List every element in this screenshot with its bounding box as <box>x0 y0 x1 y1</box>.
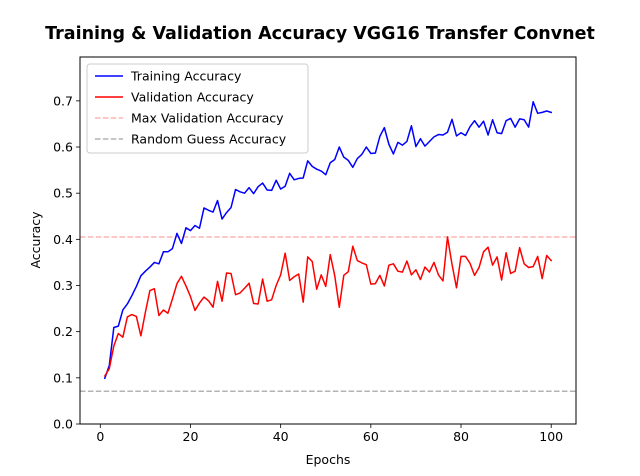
y-tick-label: 0.3 <box>53 278 73 293</box>
y-tick-label: 0.2 <box>53 324 73 339</box>
y-tick-label: 0.5 <box>53 186 73 201</box>
y-tick-label: 0.1 <box>53 370 73 385</box>
legend-label-random-guess-accuracy: Random Guess Accuracy <box>131 132 287 147</box>
x-tick-label: 100 <box>539 429 563 444</box>
y-axis-label: Accuracy <box>28 211 43 269</box>
chart-title: Training & Validation Accuracy VGG16 Tra… <box>45 24 595 44</box>
legend-box <box>86 63 309 154</box>
legend-label-training-accuracy: Training Accuracy <box>130 69 242 84</box>
y-axis: 0.0 0.1 0.2 0.3 0.4 0.5 0.6 0.7 <box>53 93 80 432</box>
x-tick-label: 20 <box>183 429 199 444</box>
legend-label-validation-accuracy: Validation Accuracy <box>131 90 254 105</box>
legend: Training Accuracy Validation Accuracy Max … <box>86 63 309 154</box>
y-tick-label: 0.6 <box>53 140 73 155</box>
x-tick-label: 80 <box>453 429 469 444</box>
training-accuracy-line <box>103 101 553 380</box>
y-tick-label: 0.0 <box>53 417 73 432</box>
x-tick-label: 60 <box>363 429 379 444</box>
y-tick-label: 0.7 <box>53 93 73 108</box>
legend-label-max-validation-accuracy: Max Validation Accuracy <box>131 111 284 126</box>
plot-area <box>80 101 576 392</box>
validation-accuracy-line <box>103 236 553 378</box>
x-axis-label: Epochs <box>306 452 351 467</box>
x-tick-label: 0 <box>96 429 104 444</box>
x-axis: 0 20 40 60 80 100 <box>96 424 563 444</box>
axes-frame <box>79 56 577 425</box>
y-tick-label: 0.4 <box>53 232 73 247</box>
x-tick-label: 40 <box>273 429 289 444</box>
